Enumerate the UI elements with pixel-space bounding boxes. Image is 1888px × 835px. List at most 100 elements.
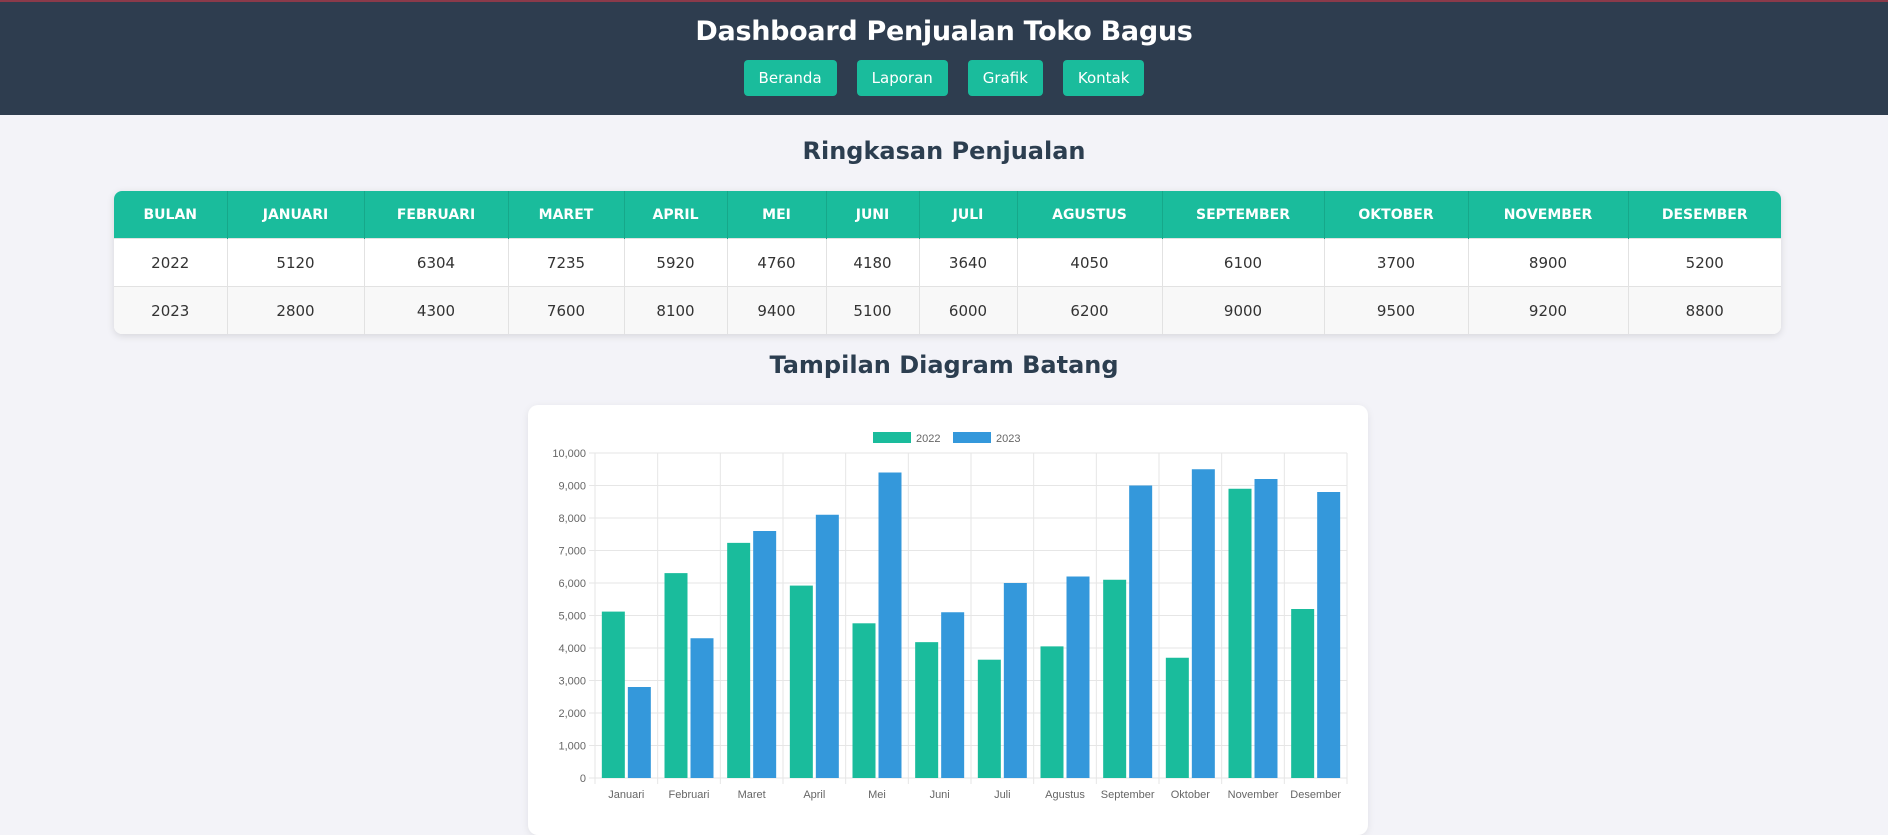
bar-2022-januari [601,611,625,778]
table-cell: 8100 [624,286,728,334]
bar-2023-april [815,514,839,778]
column-header: JUNI [826,191,920,239]
x-tick-label: Agustus [1045,789,1085,801]
table-cell: 8900 [1468,238,1629,287]
bar-2023-februari [690,638,714,778]
y-tick-label: 5,000 [558,611,586,623]
bar-2022-november [1228,488,1252,778]
bar-2022-agustus [1040,646,1064,778]
legend-label: 2023 [996,433,1020,445]
y-tick-label: 10,000 [552,448,586,460]
chart-section-title: Tampilan Diagram Batang [769,351,1119,379]
bar-2023-mei [878,472,902,778]
table-cell: 4050 [1017,238,1163,287]
bar-chart: 0 1,000 2,000 3,000 4,000 5,000 6,000 7,000 8,00… [552,432,1348,801]
x-tick-label: Oktober [1171,789,1210,801]
table-cell: 9200 [1468,286,1629,334]
table-cell: 8800 [1628,286,1781,334]
x-tick-label: Februari [669,789,710,801]
x-tick-label: Desember [1290,789,1341,801]
table-cell: 7600 [508,286,625,334]
table-cell: 5120 [227,238,365,287]
table-row: 2022 5120 6304 7235 5920 4760 4180 3640 … [114,238,1781,287]
bar-2023-november [1254,479,1278,778]
x-tick-label: Mei [868,789,886,801]
column-header: BULAN [114,191,228,239]
y-tick-label: 4,000 [558,643,586,655]
bar-2022-desember [1291,609,1315,778]
table-cell: 7235 [508,238,625,287]
table-cell: 6100 [1162,238,1325,287]
bar-2022-juni [915,642,939,778]
table-header-row: BULAN JANUARI FEBRUARI MARET APRIL MEI J… [114,191,1781,239]
table-cell: 5920 [624,238,728,287]
column-header: DESEMBER [1628,191,1781,239]
table-row: 2023 2800 4300 7600 8100 9400 5100 6000 … [114,286,1781,334]
nav-beranda-button[interactable]: Beranda [743,60,837,96]
table-cell: 9000 [1162,286,1325,334]
sales-summary-table: BULAN JANUARI FEBRUARI MARET APRIL MEI J… [114,191,1781,334]
column-header: NOVEMBER [1468,191,1629,239]
table-cell: 9500 [1324,286,1469,334]
y-tick-label: 8,000 [558,513,586,525]
table-cell: 3700 [1324,238,1469,287]
y-tick-label: 6,000 [558,578,586,590]
bar-2022-oktober [1165,657,1189,778]
y-tick-label: 7,000 [558,546,586,558]
column-header: FEBRUARI [364,191,509,239]
page-title: Dashboard Penjualan Toko Bagus [695,16,1193,47]
column-header: SEPTEMBER [1162,191,1325,239]
x-tick-label: Januari [608,789,644,801]
bar-2022-maret [727,542,751,778]
top-accent-line [0,0,1888,2]
legend-swatch-2022 [873,432,911,443]
nav-kontak-button[interactable]: Kontak [1062,60,1145,96]
legend-label: 2022 [916,433,940,445]
bar-2022-februari [664,573,688,778]
x-tick-label: Maret [738,789,766,801]
y-tick-label: 2,000 [558,708,586,720]
bar-2023-oktober [1191,469,1215,778]
column-header: JANUARI [227,191,365,239]
table-cell: 3640 [919,238,1018,287]
bar-2023-agustus [1066,576,1090,778]
table-cell: 4300 [364,286,509,334]
nav-grafik-button[interactable]: Grafik [967,60,1043,96]
column-header: MEI [727,191,827,239]
bar-2023-juni [941,612,965,778]
column-header: JULI [919,191,1018,239]
table-cell: 5100 [826,286,920,334]
column-header: APRIL [624,191,728,239]
bar-2022-juli [977,659,1001,778]
bar-2023-juli [1003,583,1027,778]
y-tick-label: 0 [580,773,586,785]
bar-2023-september [1129,485,1153,778]
table-cell: 4760 [727,238,827,287]
table-cell: 6304 [364,238,509,287]
nav-laporan-button[interactable]: Laporan [856,60,948,96]
y-tick-label: 1,000 [558,741,586,753]
column-header: MARET [508,191,625,239]
chart-card: 0 1,000 2,000 3,000 4,000 5,000 6,000 7,000 8,00… [528,405,1368,835]
table-cell: 6200 [1017,286,1163,334]
x-tick-label: Juni [930,789,950,801]
y-tick-label: 9,000 [558,481,586,493]
bar-2023-maret [753,531,777,778]
bar-2022-april [789,585,813,778]
table-cell: 4180 [826,238,920,287]
y-tick-label: 3,000 [558,676,586,688]
x-tick-label: November [1228,789,1279,801]
bar-2023-januari [627,687,651,778]
main-nav: Beranda Laporan Grafik Kontak [743,60,1145,96]
bar-2023-desember [1317,492,1341,778]
table-cell: 2800 [227,286,365,334]
summary-title: Ringkasan Penjualan [802,137,1086,165]
app-header: Dashboard Penjualan Toko Bagus Beranda L… [0,2,1888,115]
legend-swatch-2023 [953,432,991,443]
table-cell: 5200 [1628,238,1781,287]
table-cell: 2022 [114,238,228,287]
column-header: AGUSTUS [1017,191,1163,239]
x-tick-label: September [1101,789,1155,801]
table-cell: 9400 [727,286,827,334]
table-cell: 6000 [919,286,1018,334]
